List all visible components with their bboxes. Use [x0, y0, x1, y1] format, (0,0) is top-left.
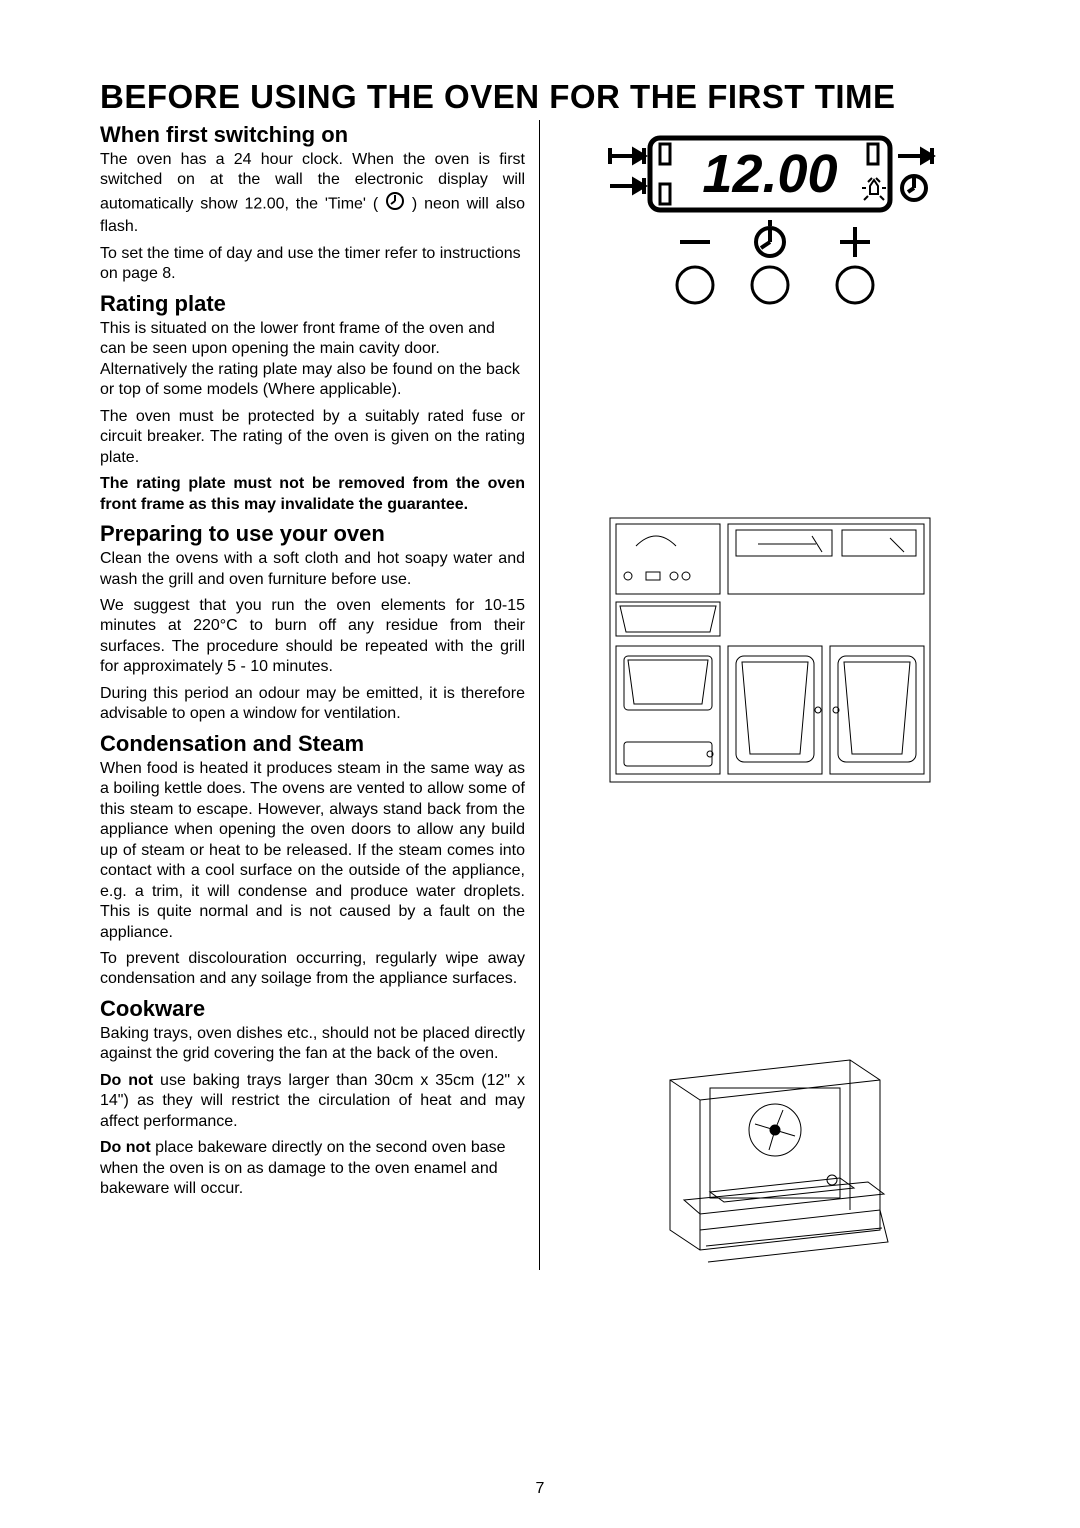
cookware-p2: Do not use baking trays larger than 30cm…: [100, 1071, 525, 1132]
cookware-p3: Do not place bakeware directly on the se…: [100, 1138, 525, 1199]
clock-icon: [385, 191, 405, 217]
heading-switching-on: When first switching on: [100, 122, 525, 148]
cookware-p3b: place bakeware directly on the second ov…: [100, 1139, 506, 1197]
switching-on-p1: The oven has a 24 hour clock. When the o…: [100, 150, 525, 238]
page-title: BEFORE USING THE OVEN FOR THE FIRST TIME: [100, 78, 980, 116]
rating-plate-p2: The oven must be protected by a suitably…: [100, 407, 525, 468]
preparing-p2: We suggest that you run the oven element…: [100, 596, 525, 678]
right-column: 12.00: [560, 120, 980, 1270]
rating-plate-p1: This is situated on the lower front fram…: [100, 319, 525, 401]
figure-oven-pan: [560, 1050, 980, 1270]
condensation-p2: To prevent discolouration occurring, reg…: [100, 949, 525, 990]
heading-rating-plate: Rating plate: [100, 291, 525, 317]
cookware-p2b: use baking trays larger than 30cm x 35cm…: [100, 1072, 525, 1130]
heading-cookware: Cookware: [100, 996, 525, 1022]
preparing-p3: During this period an odour may be emitt…: [100, 684, 525, 725]
heading-condensation: Condensation and Steam: [100, 731, 525, 757]
switching-on-p2: To set the time of day and use the timer…: [100, 244, 525, 285]
left-column: When first switching on The oven has a 2…: [100, 120, 540, 1270]
display-time-text: 12.00: [702, 144, 837, 204]
preparing-p1: Clean the ovens with a soft cloth and ho…: [100, 549, 525, 590]
cookware-p1: Baking trays, oven dishes etc., should n…: [100, 1024, 525, 1065]
rating-plate-p3: The rating plate must not be removed fro…: [100, 474, 525, 515]
figure-range-cooker: [560, 510, 980, 790]
cookware-p2a: Do not: [100, 1072, 153, 1089]
heading-preparing: Preparing to use your oven: [100, 521, 525, 547]
two-column-layout: When first switching on The oven has a 2…: [100, 120, 980, 1270]
figure-timer-display: 12.00: [560, 130, 980, 310]
condensation-p1: When food is heated it produces steam in…: [100, 759, 525, 943]
cookware-p3a: Do not: [100, 1139, 151, 1156]
page-number: 7: [0, 1480, 1080, 1498]
